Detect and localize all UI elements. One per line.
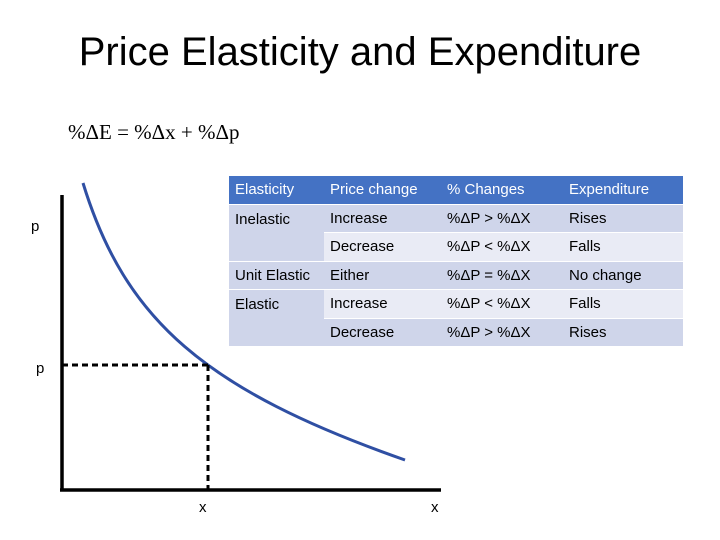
header-row: Elasticity Price change% Changes Expenditu… <box>229 176 683 205</box>
table-cell: Elastic <box>229 290 324 347</box>
table-cell: Decrease <box>324 318 441 347</box>
table-cell: No change <box>563 261 683 290</box>
axis-label: p <box>31 218 39 235</box>
table-cell: %ΔP = %ΔX <box>441 261 563 290</box>
header-cell: Expenditure <box>563 176 683 205</box>
table-row: Inelastic Increase %ΔP > %ΔX Rises <box>229 204 683 262</box>
demand-curve <box>81 182 406 462</box>
table-cell: Falls <box>563 233 683 262</box>
table-row: Unit Elastic Either %ΔP = %ΔX No change <box>229 261 683 290</box>
axis-label: x <box>431 499 439 516</box>
table-cell: Falls <box>563 290 683 319</box>
axis-label: p <box>36 360 44 377</box>
table-cell: Unit Elastic <box>229 261 324 290</box>
table-cell: Either <box>324 261 441 290</box>
formula: %ΔE = %Δx + %Δp <box>68 120 240 144</box>
table-cell: Increase <box>324 204 441 233</box>
slide-title: Price Elasticity and Expenditure <box>78 30 642 74</box>
elasticity-table: Elasticity Price change% Changes Expenditu… <box>229 176 683 347</box>
table-cell: %ΔP < %ΔX <box>441 290 563 319</box>
table-cell: Increase <box>324 290 441 319</box>
table-cell: %ΔP > %ΔX <box>441 204 563 233</box>
table-cell: Rises <box>563 318 683 347</box>
table-cell: Decrease <box>324 233 441 262</box>
header-cell: % Changes <box>441 176 563 205</box>
table-cell: Inelastic <box>229 204 324 262</box>
axis-label: x <box>199 499 207 516</box>
header-cell: Price change <box>324 176 441 205</box>
table-row: Decrease %ΔP < %ΔX Falls <box>229 233 683 262</box>
table-cell: %ΔP < %ΔX <box>441 233 563 262</box>
table-row: Decrease %ΔP > %ΔX Rises <box>229 318 683 347</box>
table-row: Elastic Increase %ΔP < %ΔX Falls <box>229 290 683 347</box>
table-cell: Rises <box>563 204 683 233</box>
header-cell: Elasticity <box>229 176 324 205</box>
table-cell: %ΔP > %ΔX <box>441 318 563 347</box>
